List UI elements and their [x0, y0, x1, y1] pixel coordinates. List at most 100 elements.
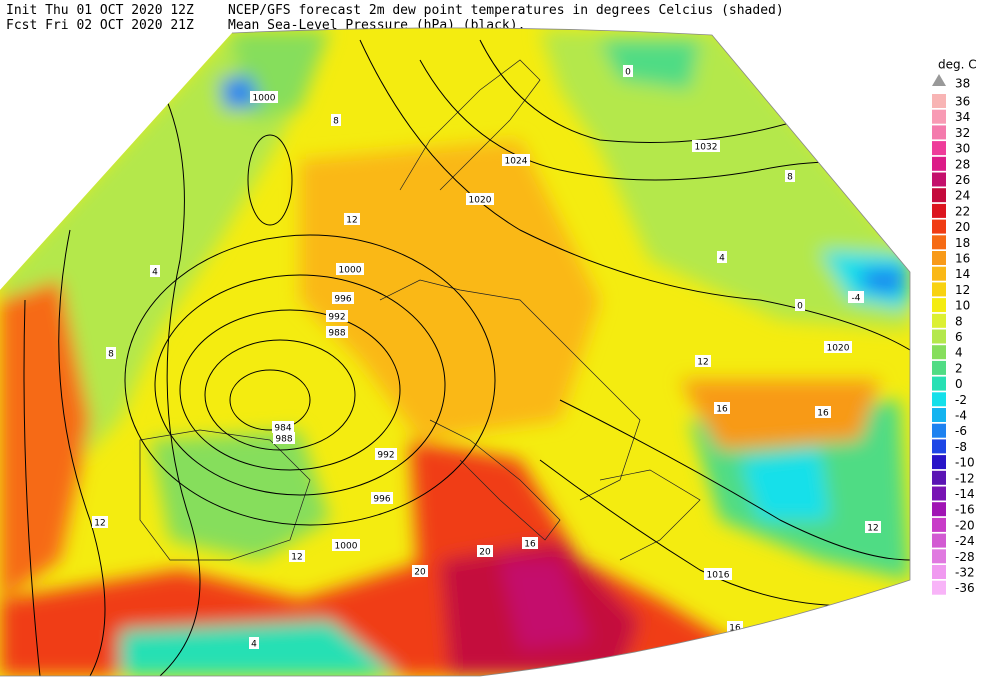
dewpoint-label: 12: [346, 216, 357, 226]
dewpoint-label-box: [331, 114, 341, 126]
legend-swatch: [932, 172, 946, 187]
forecast-time: Fcst Fri 02 OCT 2020 21Z: [6, 18, 194, 33]
legend-label: -10: [955, 456, 975, 470]
isobar-label-box: [250, 91, 278, 103]
legend-label: -32: [955, 566, 975, 580]
legend-label: -2: [955, 393, 967, 407]
dewpoint-label-box: [815, 406, 831, 418]
legend-swatch: [932, 439, 946, 454]
dewpoint-label: 4: [152, 268, 158, 278]
isobar-label: 1000: [253, 94, 276, 104]
dewpoint-label: 20: [414, 568, 426, 578]
isobar-label-box: [273, 432, 295, 444]
legend-label: -20: [955, 518, 975, 532]
isobar-label-box: [326, 310, 348, 322]
legend: 363432302826242220181614121086420-2-4-6-…: [932, 94, 975, 595]
legend-swatch: [932, 392, 946, 407]
legend-label: 36: [955, 95, 970, 109]
legend-label: 6: [955, 330, 963, 344]
dewpoint-label-box: [150, 265, 160, 277]
isobar-label-box: [332, 539, 360, 551]
dewpoint-label: 16: [817, 409, 829, 419]
isobar-label-box: [375, 448, 397, 460]
legend-label: 26: [955, 173, 970, 187]
isobar-label: 988: [275, 435, 292, 445]
dewpoint-label: 4: [251, 640, 257, 650]
dewpoint-label-box: [249, 637, 259, 649]
legend-label: 14: [955, 267, 970, 281]
legend-label: 18: [955, 236, 970, 250]
dewpoint-label-box: [106, 347, 116, 359]
dewpoint-label-box: [714, 402, 730, 414]
legend-swatch: [932, 376, 946, 391]
legend-label: -12: [955, 471, 975, 485]
legend-swatch: [932, 360, 946, 375]
legend-label: -24: [955, 534, 975, 548]
legend-swatch: [932, 502, 946, 517]
dewpoint-label-box: [785, 170, 795, 182]
legend-swatch: [932, 470, 946, 485]
legend-swatch: [932, 329, 946, 344]
isobar-label: 988: [328, 329, 345, 339]
dewpoint-label-box: [289, 550, 305, 562]
dewpoint-label: 8: [108, 350, 114, 360]
legend-swatch: [932, 549, 946, 564]
legend-title: deg. C: [938, 58, 977, 72]
map-frame: [0, 27, 911, 677]
legend-swatch: [932, 156, 946, 171]
borders: [139, 59, 701, 561]
isobar-label-box: [326, 326, 348, 338]
title-line: NCEP/GFS forecast 2m dew point temperatu…: [228, 3, 784, 18]
isobar-label-box: [704, 568, 732, 580]
legend-swatch: [932, 423, 946, 438]
isobar-label: 992: [328, 313, 345, 323]
legend-label: -28: [955, 550, 975, 564]
dewpoint-label-box: [795, 299, 805, 311]
dewpoint-label-box: [412, 565, 428, 577]
isobar-label: 996: [334, 295, 351, 305]
legend-label: -36: [955, 581, 975, 595]
dewpoint-label: 12: [867, 524, 878, 534]
legend-swatch: [932, 517, 946, 532]
dewpoint-label: 0: [625, 68, 631, 78]
dewpoint-label-box: [623, 65, 633, 77]
legend-swatch: [932, 203, 946, 218]
dewpoint-label: 16: [716, 405, 728, 415]
dewpoint-label: 4: [719, 254, 725, 264]
legend-label: 32: [955, 126, 970, 140]
isobar-label: 984: [274, 424, 291, 434]
init-time: Init Thu 01 OCT 2020 12Z: [6, 3, 194, 18]
dewpoint-label: 8: [787, 173, 793, 183]
isobar-label: 1016: [707, 571, 730, 581]
isobar-label: 1024: [505, 157, 528, 167]
legend-label: 2: [955, 361, 963, 375]
isobar-label: 1032: [695, 143, 718, 153]
legend-label: 20: [955, 220, 970, 234]
isobars: [23, 39, 910, 677]
isobar-label-box: [336, 263, 364, 275]
dewpoint-label: 12: [291, 553, 302, 563]
legend-swatch: [932, 298, 946, 313]
dewpoint-label: 16: [524, 540, 536, 550]
legend-swatch: [932, 313, 946, 328]
dewpoint-label: -4: [852, 294, 861, 304]
legend-swatch: [932, 533, 946, 548]
legend-top-label: 38: [955, 77, 970, 91]
isobar-label: 1000: [339, 266, 362, 276]
dewpoint-label-box: [695, 355, 711, 367]
legend-swatch: [932, 266, 946, 281]
legend-label: 0: [955, 377, 963, 391]
legend-swatch: [932, 141, 946, 156]
dewpoint-label: 16: [729, 624, 741, 634]
isobar-label: 992: [377, 451, 394, 461]
dewpoint-label: 12: [697, 358, 708, 368]
legend-label: 4: [955, 346, 963, 360]
dewpoint-label-box: [522, 537, 538, 549]
legend-label: 28: [955, 157, 970, 171]
legend-label: 24: [955, 189, 970, 203]
isobar-label-box: [502, 154, 530, 166]
legend-swatch: [932, 580, 946, 595]
dewpoint-label-box: [344, 213, 360, 225]
dewpoint-label-box: [92, 516, 108, 528]
